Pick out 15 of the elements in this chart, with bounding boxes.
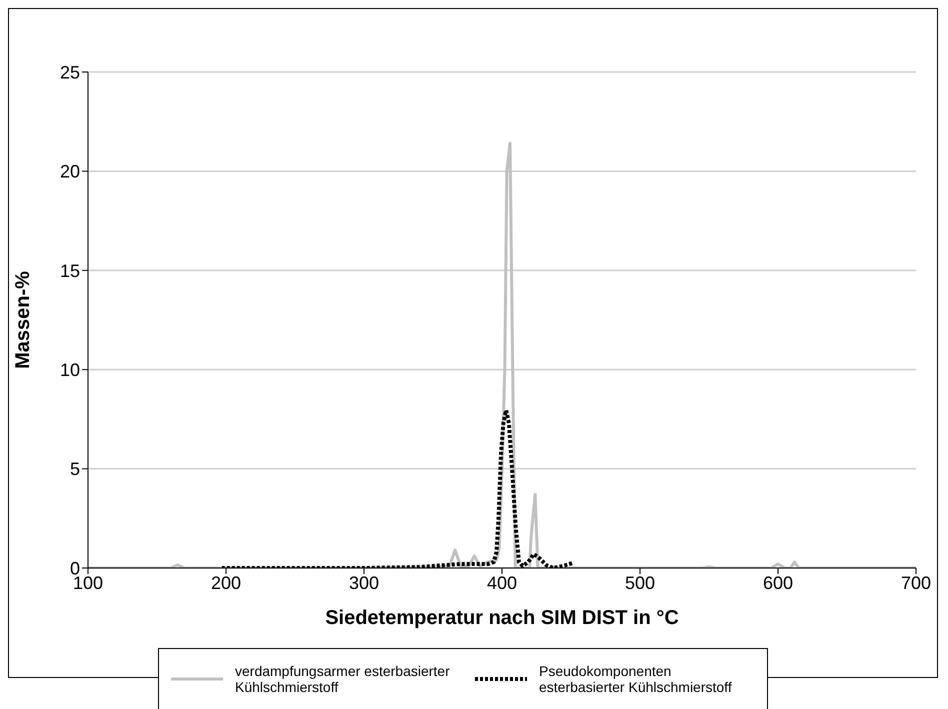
x-axis-title: Siedetemperatur nach SIM DIST in °C bbox=[325, 607, 679, 629]
x-tick-label: 200 bbox=[210, 572, 242, 593]
x-tick-label: 600 bbox=[762, 572, 794, 593]
x-tick-label: 300 bbox=[348, 572, 380, 593]
legend-label: Pseudokomponenten esterbasierter Kühlschmierstoff bbox=[539, 663, 733, 695]
y-tick-label: 10 bbox=[60, 360, 80, 380]
y-tick-label: 5 bbox=[70, 459, 80, 480]
x-tick-label: 500 bbox=[624, 572, 656, 593]
legend-label: verdampfungsarmer esterbasierter Kühlschmierstoff bbox=[235, 663, 451, 695]
y-axis-title: Massen-% bbox=[12, 270, 34, 369]
x-tick-label: 400 bbox=[486, 572, 518, 593]
y-tick-label: 15 bbox=[60, 260, 80, 281]
x-tick-label: 700 bbox=[900, 572, 932, 593]
y-tick-label: 20 bbox=[60, 162, 80, 182]
y-tick-label: 25 bbox=[60, 62, 80, 82]
